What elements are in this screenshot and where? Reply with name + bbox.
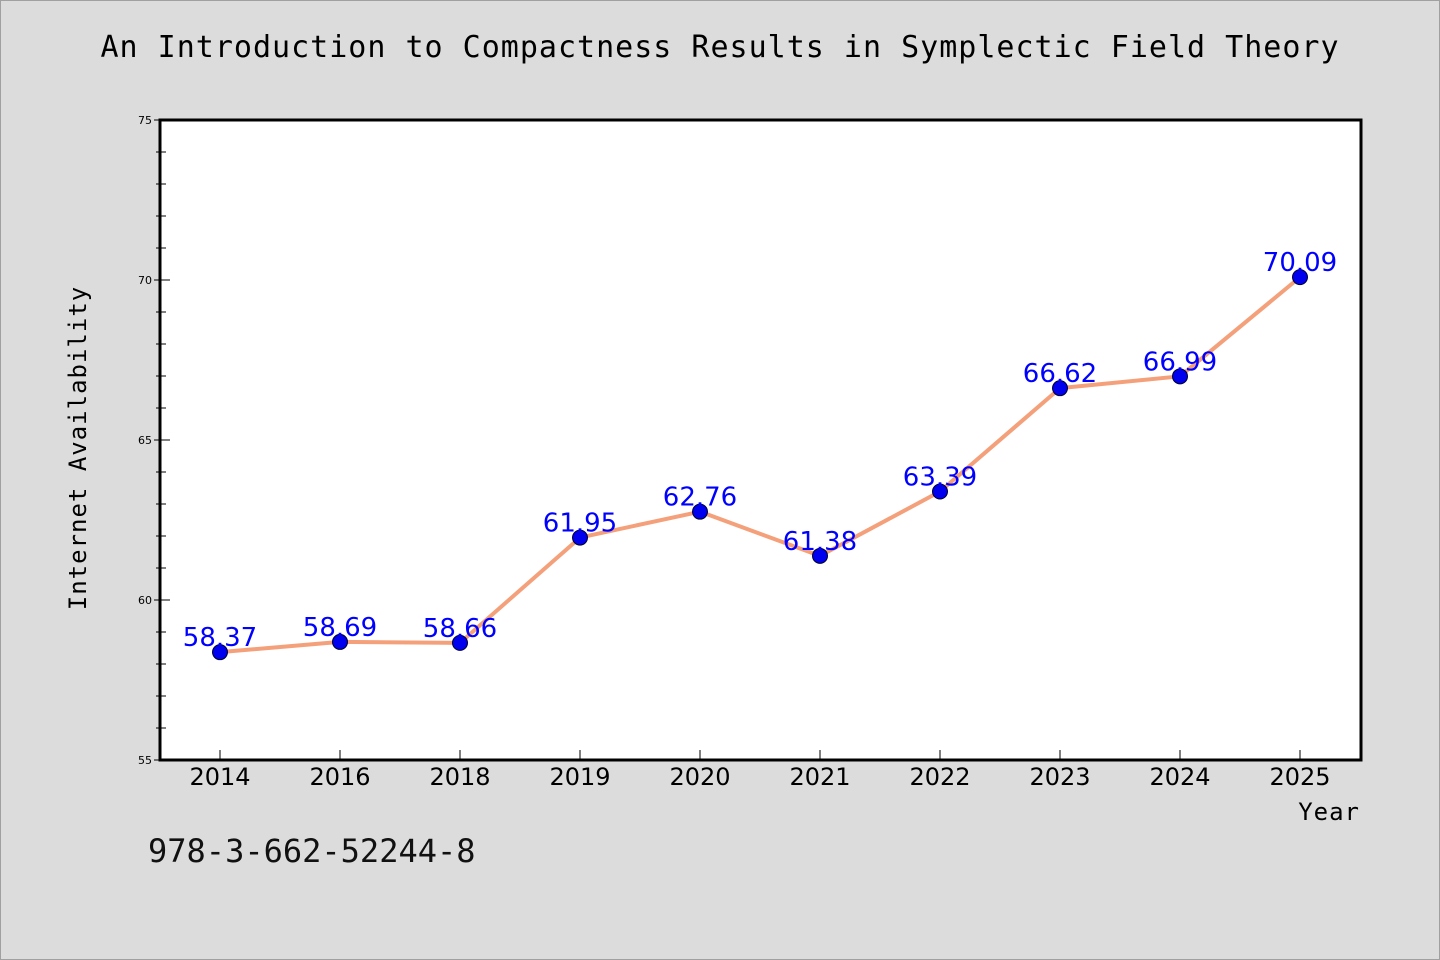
data-point [1292,269,1308,286]
x-tick-label: 2019 [549,763,610,791]
data-point [452,634,468,651]
y-axis-label: Internet Availability [64,286,92,610]
data-label: 58.66 [423,614,497,644]
y-tick-label: 65 [138,434,152,447]
data-label: 61.38 [783,527,857,557]
data-label: 62.76 [663,483,737,513]
data-label: 66.99 [1143,347,1217,377]
data-point [212,644,228,661]
series-layer: 58.37 58.69 58.66 61.95 62.76 61.38 63.39 66.62… [183,248,1337,661]
x-tick-label: 2025 [1269,763,1330,791]
x-tick-label: 2014 [189,763,250,791]
x-axis: 2014 2016 2018 2019 2020 2021 2022 2023 2024 2025 [189,750,1331,791]
x-tick-label: 2020 [669,763,730,791]
data-label: 63.39 [903,463,977,493]
x-tick-label: 2021 [789,763,850,791]
y-tick-label: 70 [138,274,152,287]
data-label: 70.09 [1263,248,1337,278]
plot-area [158,118,1363,762]
data-point [1172,368,1188,385]
series-line [219,275,1302,655]
data-label: 61.95 [543,509,617,539]
data-label: 66.62 [1023,359,1097,389]
data-point [932,483,948,500]
data-label: 58.37 [183,623,257,653]
y-tick-label: 55 [138,754,152,767]
chart-title: An Introduction to Compactness Results i… [100,30,1340,65]
y-tick-label: 75 [138,114,152,127]
x-axis-label: Year [1298,798,1360,826]
isbn-text: 978-3-662-52244-8 [148,832,476,870]
x-tick-label: 2024 [1149,763,1210,791]
x-tick-label: 2018 [429,763,490,791]
data-point [812,547,828,564]
x-tick-label: 2016 [309,763,370,791]
y-tick-label: 60 [138,594,152,607]
data-point [692,503,708,520]
y-axis: 55 60 65 70 75 [138,114,170,767]
data-point [572,529,588,546]
data-label: 58.69 [303,613,377,643]
data-point [332,633,348,650]
x-tick-label: 2023 [1029,763,1090,791]
data-point [1052,380,1068,397]
x-tick-label: 2022 [909,763,970,791]
